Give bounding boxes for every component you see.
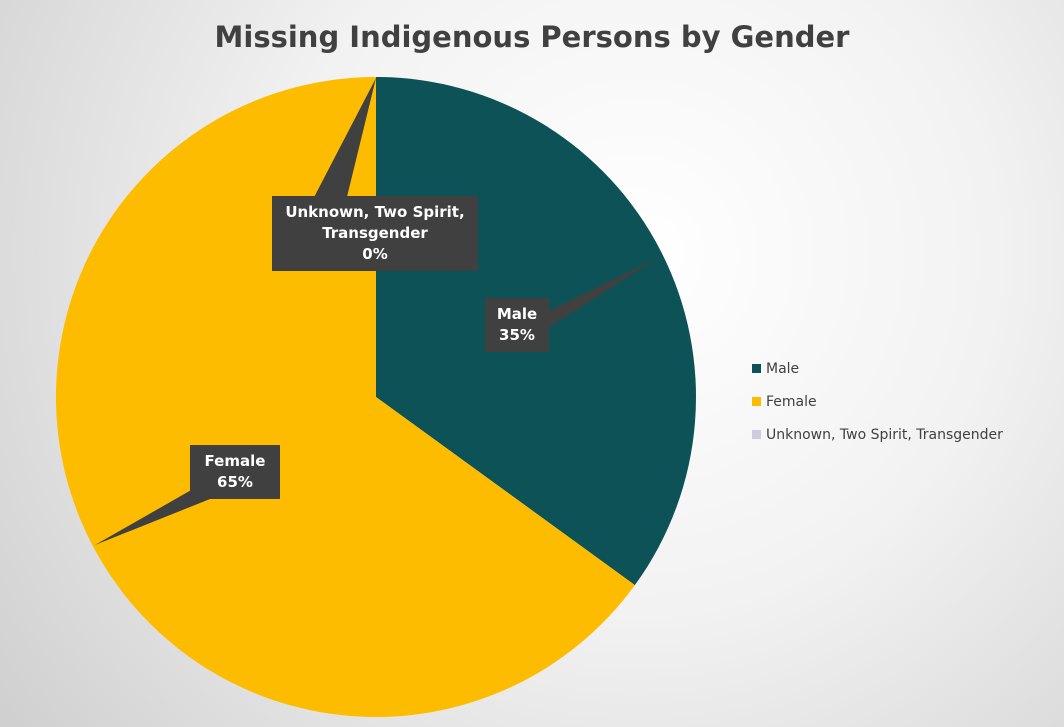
legend-item: Female <box>752 385 1003 418</box>
legend-swatch <box>752 397 761 406</box>
legend-swatch <box>752 364 761 373</box>
leader-line <box>530 258 657 330</box>
chart-title: Missing Indigenous Persons by Gender <box>214 20 850 54</box>
data-label-value: 65% <box>217 473 253 491</box>
legend: Male Female Unknown, Two Spirit, Transgend… <box>752 352 1003 451</box>
data-label-category: Unknown, Two Spirit, Transgender <box>285 203 465 242</box>
legend-label: Female <box>766 393 817 410</box>
leader-line <box>95 485 215 545</box>
legend-swatch <box>752 430 761 439</box>
data-label: Unknown, Two Spirit, Transgender 0% <box>272 196 478 271</box>
data-label-value: 35% <box>499 326 535 344</box>
pie-slice <box>56 77 635 717</box>
legend-label: Unknown, Two Spirit, Transgender <box>766 426 1003 443</box>
data-label-category: Female <box>204 452 266 470</box>
legend-item: Unknown, Two Spirit, Transgender <box>752 418 1003 451</box>
leader-line <box>310 78 376 205</box>
data-label-value: 0% <box>362 245 388 263</box>
data-label: Male 35% <box>485 298 549 352</box>
legend-label: Male <box>766 360 800 377</box>
data-label-category: Male <box>496 305 538 323</box>
data-label: Female 65% <box>190 445 280 499</box>
legend-item: Male <box>752 352 1003 385</box>
